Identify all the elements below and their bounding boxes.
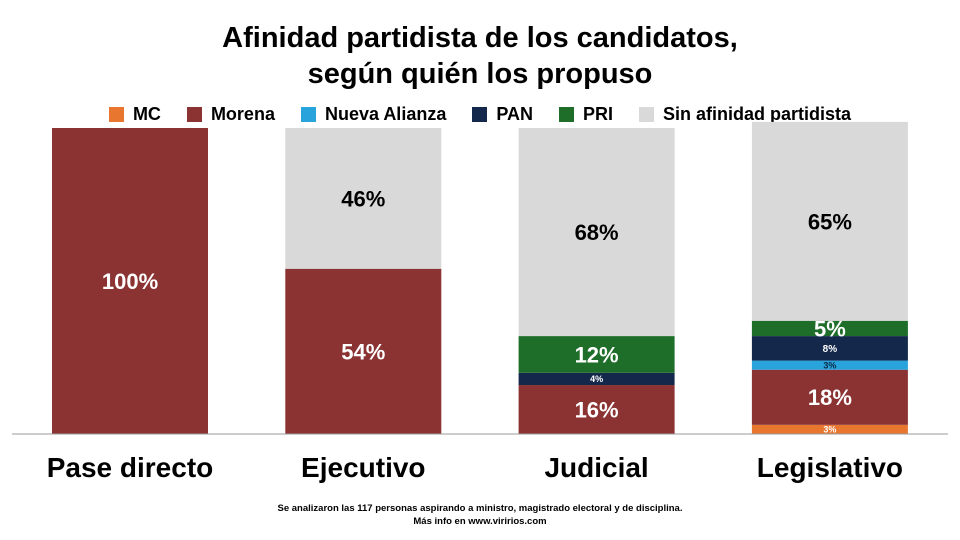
legend-swatch-sin-afinidad-partidista [639, 107, 655, 122]
legend-item-morena: Morena [186, 104, 275, 125]
legend-label-morena: Morena [210, 104, 275, 124]
data-label-judicial-pri: 12% [575, 342, 619, 367]
chart-title-line-2: según quién los propuso [307, 58, 653, 90]
data-label-judicial-morena: 16% [575, 397, 619, 422]
data-label-ejecutivo-morena: 54% [341, 339, 385, 364]
legend-label-nueva-alianza: Nueva Alianza [324, 104, 447, 124]
legend-swatch-morena [186, 107, 202, 122]
data-label-judicial-sin-afinidad-partidista: 68% [575, 220, 619, 245]
bar-segment-judicial-pri [518, 336, 675, 373]
legend-label-pan: PAN [496, 104, 534, 124]
bar-segment-judicial-morena [518, 385, 675, 434]
footnote: Se analizaron las 117 personas aspirando… [0, 502, 960, 528]
bar-segment-ejecutivo-sin-afinidad-partidista [285, 128, 442, 269]
legend-item-mc: MC [108, 104, 161, 125]
chart-title-line-1: Afinidad partidista de los candidatos, [222, 22, 738, 54]
bar-segment-legislativo-mc [751, 424, 908, 434]
legend-label-mc: MC [132, 104, 161, 124]
data-label-ejecutivo-sin-afinidad-partidista: 46% [341, 186, 385, 211]
legend: MC Morena Nueva Alianza PAN PRI Sin afinidad … [0, 104, 960, 125]
data-label-pase-directo-morena: 100% [102, 269, 158, 294]
legend-item-sin-afinidad-partidista: Sin afinidad partidista [639, 104, 851, 125]
bar-segment-pase-directo-morena [52, 128, 208, 434]
category-label-legislativo: Legislativo [757, 452, 903, 483]
legend-label-pri: PRI [583, 104, 614, 124]
legend-swatch-mc [108, 107, 124, 122]
bar-segment-legislativo-sin-afinidad-partidista [751, 121, 908, 321]
bar-segment-legislativo-pri [751, 320, 908, 337]
data-label-legislativo-mc: 3% [823, 425, 836, 435]
bar-segment-ejecutivo-morena [285, 268, 442, 434]
data-label-legislativo-pan: 8% [823, 344, 838, 355]
chart-title: Afinidad partidista de los candidatos, s… [0, 20, 960, 92]
bar-segment-legislativo-morena [751, 369, 908, 425]
data-label-judicial-pan: 4% [590, 374, 603, 384]
category-label-ejecutivo: Ejecutivo [301, 452, 425, 483]
legend-swatch-pri [559, 107, 575, 122]
legend-item-nueva-alianza: Nueva Alianza [300, 104, 447, 125]
bar-segment-judicial-sin-afinidad-partidista [518, 128, 675, 337]
footnote-line-1: Se analizaron las 117 personas aspirando… [277, 503, 683, 514]
bar-segment-judicial-pan [518, 372, 675, 386]
legend-swatch-pan [472, 107, 488, 122]
footnote-line-2: Más info en www.viririos.com [413, 516, 547, 527]
bar-segment-legislativo-nueva-alianza [751, 360, 908, 370]
legend-swatch-nueva-alianza [300, 107, 316, 122]
legend-item-pan: PAN [472, 104, 533, 125]
data-label-legislativo-nueva-alianza: 3% [823, 360, 836, 370]
legend-item-pri: PRI [559, 104, 613, 125]
legend-label-sin-afinidad-partidista: Sin afinidad partidista [663, 104, 852, 124]
category-label-pase-directo: Pase directo [47, 452, 214, 483]
category-label-judicial: Judicial [544, 452, 648, 483]
data-label-legislativo-morena: 18% [808, 385, 852, 410]
bar-segment-legislativo-pan [751, 336, 908, 361]
data-label-legislativo-sin-afinidad-partidista: 65% [808, 209, 852, 234]
